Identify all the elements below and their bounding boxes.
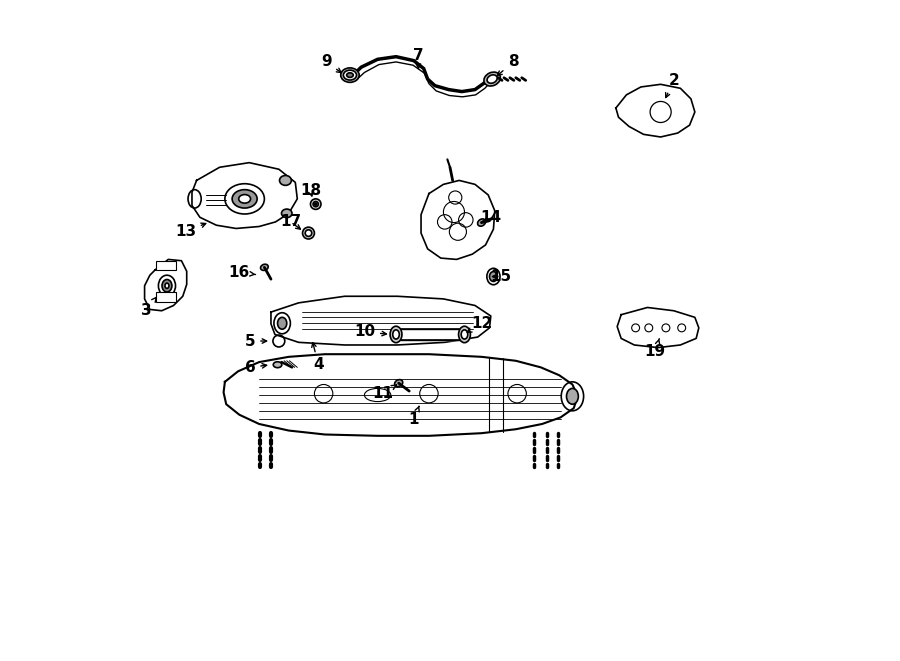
Polygon shape — [401, 329, 459, 340]
Polygon shape — [421, 180, 495, 259]
Text: 10: 10 — [354, 325, 386, 339]
FancyBboxPatch shape — [157, 260, 176, 270]
Ellipse shape — [566, 389, 579, 405]
Text: 16: 16 — [229, 265, 256, 280]
Text: 13: 13 — [175, 223, 206, 239]
Ellipse shape — [344, 70, 356, 80]
Ellipse shape — [165, 283, 169, 288]
Ellipse shape — [232, 190, 257, 208]
Polygon shape — [223, 354, 578, 436]
Ellipse shape — [461, 330, 468, 339]
Ellipse shape — [346, 73, 353, 77]
Ellipse shape — [313, 202, 319, 207]
Ellipse shape — [260, 264, 268, 270]
Text: 15: 15 — [491, 269, 511, 284]
Ellipse shape — [394, 379, 402, 387]
Ellipse shape — [277, 317, 287, 329]
Text: 19: 19 — [644, 338, 666, 359]
Ellipse shape — [484, 72, 500, 86]
Text: 11: 11 — [373, 385, 396, 401]
Text: 7: 7 — [413, 48, 424, 69]
Text: 14: 14 — [481, 210, 501, 225]
Ellipse shape — [315, 203, 317, 205]
Ellipse shape — [305, 230, 311, 237]
Ellipse shape — [490, 272, 498, 282]
Ellipse shape — [162, 280, 172, 292]
Ellipse shape — [302, 227, 314, 239]
Text: 18: 18 — [300, 184, 321, 198]
Ellipse shape — [274, 362, 282, 368]
Text: 12: 12 — [467, 317, 492, 332]
Text: 9: 9 — [321, 54, 341, 73]
Polygon shape — [271, 296, 490, 345]
Ellipse shape — [341, 68, 359, 83]
Ellipse shape — [487, 75, 497, 83]
Text: 4: 4 — [311, 342, 324, 372]
Text: 1: 1 — [409, 407, 419, 427]
FancyBboxPatch shape — [157, 292, 176, 301]
Polygon shape — [616, 85, 695, 137]
Ellipse shape — [238, 194, 250, 203]
Polygon shape — [145, 259, 186, 311]
Ellipse shape — [459, 327, 471, 342]
Ellipse shape — [478, 219, 486, 226]
Ellipse shape — [310, 199, 321, 210]
Text: 8: 8 — [498, 54, 518, 75]
Text: 5: 5 — [245, 334, 266, 348]
Text: 17: 17 — [280, 214, 302, 229]
Text: 3: 3 — [140, 297, 157, 318]
Polygon shape — [192, 163, 297, 229]
Text: 2: 2 — [666, 73, 680, 98]
Ellipse shape — [392, 330, 400, 339]
Text: 6: 6 — [245, 360, 266, 375]
Ellipse shape — [390, 327, 402, 342]
Ellipse shape — [282, 209, 292, 217]
Polygon shape — [617, 307, 698, 348]
Ellipse shape — [280, 175, 292, 185]
